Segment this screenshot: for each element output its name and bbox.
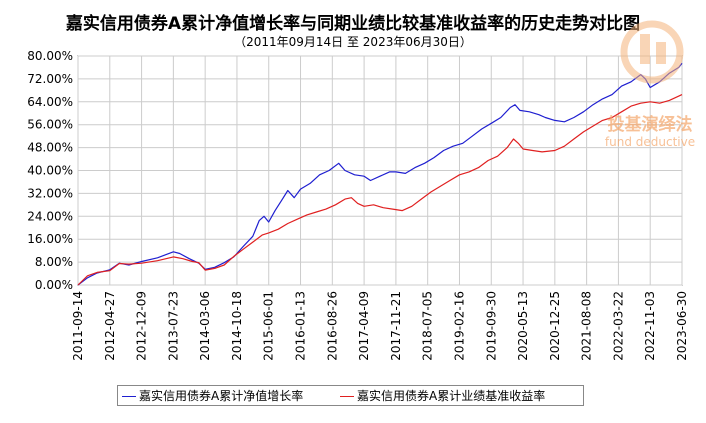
legend-label-nav: 嘉实信用债券A累计净值增长率 [139, 389, 304, 403]
x-tick-label: 2018-07-05 [421, 291, 435, 361]
x-tick-label: 2022-11-03 [643, 291, 657, 361]
chart-subtitle: （2011年09月14日 至 2023年06月30日） [234, 35, 472, 49]
legend-item-nav: 嘉实信用债券A累计净值增长率 [122, 387, 303, 404]
x-tick-label: 2011-09-14 [71, 291, 85, 361]
legend-label-benchmark: 嘉实信用债券A累计业绩基准收益率 [357, 389, 546, 403]
x-tick-label: 2019-09-30 [484, 291, 498, 361]
y-tick-label: 48.00% [27, 141, 73, 155]
y-tick-label: 80.00% [27, 49, 73, 63]
x-tick-label: 2022-03-22 [611, 291, 625, 361]
chart-legend: 嘉实信用债券A累计净值增长率 嘉实信用债券A累计业绩基准收益率 [117, 385, 584, 406]
x-tick-label: 2014-10-18 [230, 291, 244, 361]
x-tick-label: 2021-08-08 [580, 291, 594, 361]
legend-swatch-benchmark [340, 396, 354, 397]
x-tick-label: 2013-07-23 [166, 291, 180, 361]
x-tick-label: 2020-12-25 [548, 291, 562, 361]
x-tick-label: 2012-04-27 [103, 291, 117, 361]
y-tick-label: 32.00% [27, 186, 73, 200]
x-tick-label: 2017-11-21 [389, 291, 403, 361]
x-tick-label: 2017-04-09 [357, 291, 371, 361]
y-tick-label: 16.00% [27, 232, 73, 246]
x-tick-label: 2019-02-16 [452, 291, 466, 361]
y-tick-label: 24.00% [27, 209, 73, 223]
x-tick-label: 2020-05-13 [516, 291, 530, 361]
y-axis-ticks: 0.00% 8.00% 16.00% 24.00% 32.00% 40.00% 48.00%… [27, 49, 73, 292]
chart-title: 嘉实信用债券A累计净值增长率与同期业绩比较基准收益率的历史走势对比图 [65, 14, 641, 34]
y-tick-label: 72.00% [27, 72, 73, 86]
x-tick-label: 2012-12-09 [135, 291, 149, 361]
watermark-logo: 投基演绎法 fund deductive [592, 12, 704, 152]
x-tick-label: 2016-08-26 [325, 291, 339, 361]
x-tick-label: 2014-03-06 [198, 291, 212, 361]
y-tick-label: 64.00% [27, 95, 73, 109]
series-line-benchmark [77, 94, 683, 286]
y-tick-label: 0.00% [35, 278, 73, 292]
watermark-en: fund deductive [605, 135, 695, 149]
y-tick-label: 56.00% [27, 118, 73, 132]
x-axis-ticks: 2011-09-14 2012-04-27 2012-12-09 2013-07-23… [71, 291, 689, 361]
y-tick-label: 40.00% [27, 164, 73, 178]
legend-swatch-nav [122, 396, 136, 397]
grid-lines [77, 55, 683, 286]
x-tick-label: 2015-06-01 [262, 291, 276, 361]
watermark-cn: 投基演绎法 [608, 114, 693, 135]
legend-item-benchmark: 嘉实信用债券A累计业绩基准收益率 [340, 387, 545, 404]
series-lines [77, 62, 683, 286]
y-tick-label: 8.00% [35, 255, 73, 269]
x-tick-label: 2016-01-13 [294, 291, 308, 361]
x-tick-label: 2023-06-30 [675, 291, 689, 361]
